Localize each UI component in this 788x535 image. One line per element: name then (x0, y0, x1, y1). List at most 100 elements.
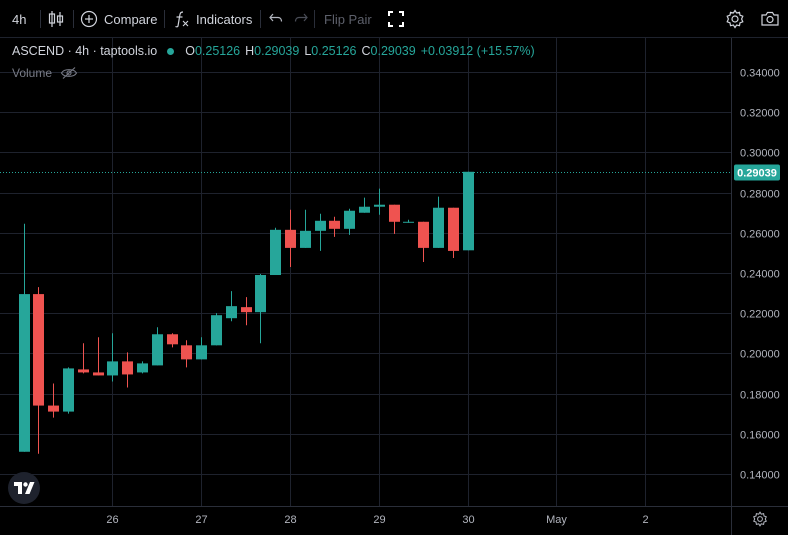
toolbar-divider (40, 10, 41, 28)
change-value: +0.03912 (+15.57%) (420, 44, 535, 58)
compare-button[interactable]: Compare (80, 0, 157, 38)
candle-body-up (63, 368, 74, 412)
symbol-title[interactable]: ASCEND · 4h · taptools.io (12, 44, 158, 58)
market-status-dot (167, 47, 175, 55)
function-icon (175, 11, 189, 28)
screenshot-button[interactable] (760, 0, 780, 38)
price-tick-label: 0.32000 (740, 108, 780, 120)
price-tick-label: 0.22000 (740, 309, 780, 321)
low-label: L (304, 44, 312, 58)
price-tick-label: 0.18000 (740, 390, 780, 402)
candle-body-up (359, 206, 370, 213)
plus-circle-icon (80, 10, 98, 28)
toolbar-divider (314, 10, 315, 28)
candle-body-up (374, 204, 385, 207)
candle-body-down (78, 369, 89, 373)
toolbar-divider (260, 10, 261, 28)
undo-icon (269, 13, 283, 22)
candle-body-up (463, 171, 474, 251)
time-tick-label: 28 (284, 514, 296, 526)
candle-body-down (329, 220, 340, 229)
top-toolbar: 4h Compare Indicators (0, 0, 788, 38)
candle-body-down (181, 345, 192, 360)
chart-type-button[interactable] (47, 0, 65, 38)
price-tick-label: 0.30000 (740, 148, 780, 160)
tv-logo-icon (14, 482, 35, 494)
candle-body-up (107, 361, 118, 376)
candle-body-down (285, 229, 296, 248)
candle-body-up (255, 275, 266, 313)
flip-pair-button[interactable]: Flip Pair (324, 0, 372, 38)
time-tick-label: 30 (462, 514, 474, 526)
candle-body-up (19, 294, 30, 452)
close-value: 0.29039 (370, 44, 416, 58)
time-axis[interactable]: 26 27 28 29 30 May 2 (0, 506, 788, 527)
candle-body-up (403, 221, 414, 223)
candle-body-up (344, 210, 355, 229)
close-label: C (361, 44, 371, 58)
candle-body-up (226, 306, 237, 319)
candle-body-up (152, 334, 163, 366)
redo-icon (294, 13, 308, 22)
fullscreen-icon (388, 11, 404, 27)
last-price-label: 0.29039 (737, 168, 777, 180)
compare-label: Compare (104, 11, 158, 27)
open-label: O (185, 44, 195, 58)
interval-button[interactable]: 4h (12, 0, 26, 38)
flip-pair-label: Flip Pair (324, 11, 372, 27)
gear-icon (753, 511, 767, 527)
candle-body-down (167, 334, 178, 345)
time-tick-label: 27 (195, 514, 207, 526)
price-tick-label: 0.26000 (740, 229, 780, 241)
price-tick-label: 0.28000 (740, 189, 780, 201)
candle-body-down (33, 294, 44, 406)
symbol-legend: ASCEND · 4h · taptools.io O 0.25126 H 0.29… (12, 44, 540, 58)
price-tick-label: 0.20000 (740, 349, 780, 361)
interval-label: 4h (12, 11, 27, 27)
price-tick-label: 0.16000 (740, 430, 780, 442)
candle-body-up (211, 315, 222, 346)
candles (19, 171, 474, 454)
fullscreen-button[interactable] (387, 0, 405, 38)
candle-body-up (270, 229, 281, 276)
toolbar-divider (164, 10, 165, 28)
candle-body-up (137, 363, 148, 373)
grid-lines (0, 38, 731, 506)
volume-indicator[interactable]: Volume (12, 66, 78, 80)
price-tick-label: 0.14000 (740, 470, 780, 482)
time-tick-label: 2 (642, 514, 648, 526)
high-label: H (245, 44, 255, 58)
last-price-badge (734, 164, 780, 181)
candle-body-down (448, 207, 459, 251)
candle-body-down (389, 204, 400, 222)
candle-body-up (196, 345, 207, 360)
eye-hidden-icon[interactable] (60, 66, 78, 80)
candles-icon (48, 11, 64, 27)
price-tick-label: 0.34000 (740, 68, 780, 80)
high-value: 0.29039 (254, 44, 300, 58)
candle-body-up (433, 207, 444, 248)
indicators-button[interactable]: Indicators (173, 0, 252, 38)
low-value: 0.25126 (311, 44, 357, 58)
toolbar-divider (73, 10, 74, 28)
settings-button[interactable] (725, 0, 745, 38)
time-tick-label: 29 (373, 514, 385, 526)
tradingview-logo[interactable] (8, 472, 40, 504)
gear-icon (726, 9, 744, 29)
volume-label: Volume (12, 66, 53, 80)
candle-body-down (241, 307, 252, 313)
undo-button[interactable] (268, 0, 284, 38)
candle-body-up (315, 220, 326, 231)
price-axis[interactable]: 0.34000 0.32000 0.30000 0.28000 0.26000 0.240… (731, 38, 780, 535)
indicators-label: Indicators (196, 11, 253, 27)
candle-body-down (48, 405, 59, 412)
camera-icon (761, 11, 779, 26)
candle-body-up (300, 230, 311, 248)
axis-settings-button[interactable] (752, 511, 768, 532)
time-tick-label: May (546, 514, 567, 526)
redo-button[interactable] (293, 0, 309, 38)
candle-body-down (418, 221, 429, 248)
open-value: 0.25126 (194, 44, 241, 58)
candle-body-down (93, 372, 104, 376)
